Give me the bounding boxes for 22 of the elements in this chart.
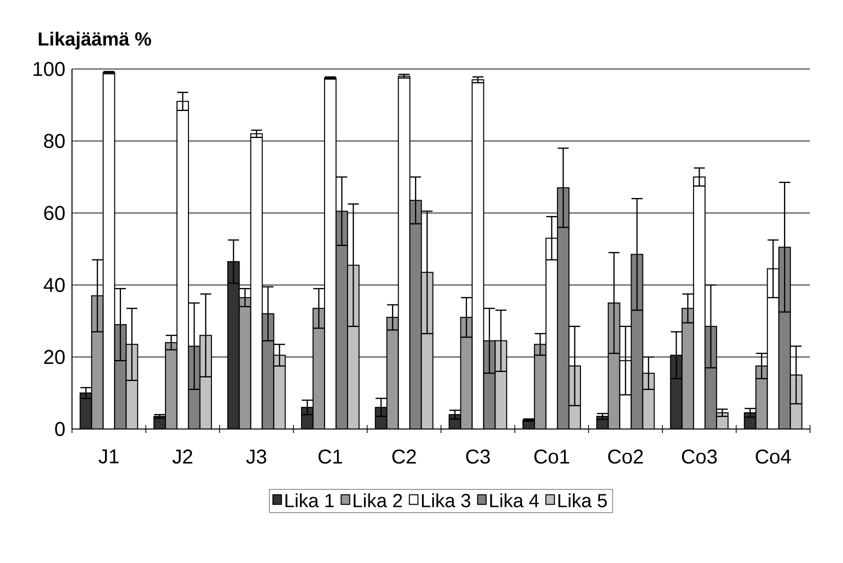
x-tick-label: Co1 — [534, 450, 570, 464]
x-tick-label: Co3 — [682, 450, 717, 464]
legend-label: Lika 3 — [422, 493, 470, 508]
legend-label: Lika 1 — [286, 493, 334, 508]
y-tick-label: 60 — [44, 206, 65, 220]
legend-label: Lika 4 — [490, 493, 539, 508]
x-tick-label: C2 — [392, 450, 416, 464]
x-tick-label: C3 — [466, 450, 490, 464]
legend-label: Lika 5 — [558, 493, 607, 508]
x-tick-label: Co2 — [608, 450, 643, 464]
y-tick-label: 100 — [34, 62, 65, 76]
x-tick-label: C1 — [318, 450, 342, 464]
y-tick-label: 40 — [44, 278, 65, 292]
y-tick-label: 80 — [44, 134, 65, 148]
x-tick-label: J1 — [98, 450, 118, 464]
x-tick-label: Co4 — [756, 450, 791, 464]
chart-title: Likajäämä % — [38, 32, 152, 50]
y-tick-label: 0 — [55, 422, 65, 436]
x-tick-label: J3 — [246, 450, 266, 464]
legend-label: Lika 2 — [354, 493, 402, 508]
y-tick-label: 20 — [44, 350, 65, 364]
x-tick-label: J2 — [172, 450, 192, 464]
